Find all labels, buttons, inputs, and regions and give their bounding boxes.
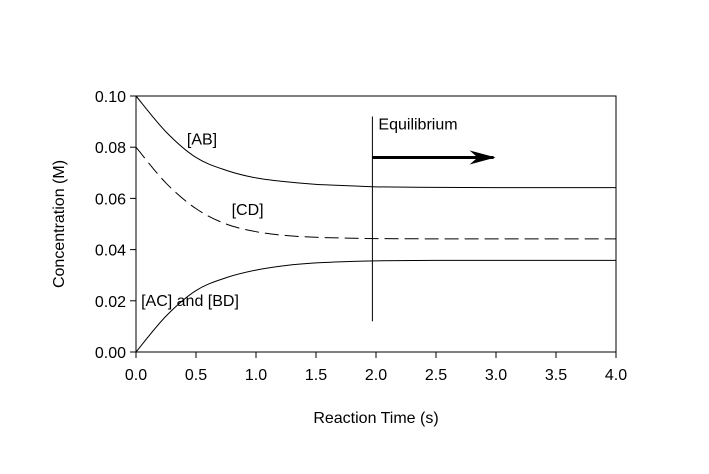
- equilibrium-label: Equilibrium: [378, 116, 457, 133]
- x-tick-label: 2.0: [365, 367, 387, 384]
- x-tick-label: 3.0: [485, 367, 507, 384]
- y-axis-title: Concentration (M): [51, 160, 68, 288]
- series-line-2: [135, 259, 616, 353]
- x-axis: 0.0 0.5 1.0 1.5 2.0 2.5 3.0 3.5 4.0: [125, 352, 627, 384]
- y-tick-label: 0.00: [95, 345, 126, 362]
- series-line-1: [135, 146, 616, 240]
- series-layer: [135, 95, 616, 353]
- x-tick-label: 0.5: [185, 367, 207, 384]
- x-tick-label: 2.5: [425, 367, 447, 384]
- series-line-0: [135, 95, 616, 189]
- y-tick-label: 0.02: [95, 294, 126, 311]
- annotation-layer: [AB] [CD] [AC] and [BD] Equilibrium: [141, 116, 496, 322]
- y-tick-label: 0.06: [95, 191, 126, 208]
- x-tick-label: 3.5: [545, 367, 567, 384]
- x-tick-label: 1.0: [245, 367, 267, 384]
- y-tick-label: 0.08: [95, 140, 126, 157]
- x-tick-label: 0.0: [125, 367, 147, 384]
- x-tick-label: 1.5: [305, 367, 327, 384]
- y-axis: 0.00 0.02 0.04 0.06 0.08 0.10: [95, 89, 136, 362]
- series-label: [AB]: [187, 132, 217, 149]
- x-tick-label: 4.0: [605, 367, 627, 384]
- series-label: [AC] and [BD]: [141, 293, 239, 310]
- y-tick-label: 0.10: [95, 89, 126, 106]
- x-axis-title: Reaction Time (s): [313, 410, 438, 427]
- series-label: [CD]: [232, 202, 264, 219]
- y-tick-label: 0.04: [95, 243, 126, 260]
